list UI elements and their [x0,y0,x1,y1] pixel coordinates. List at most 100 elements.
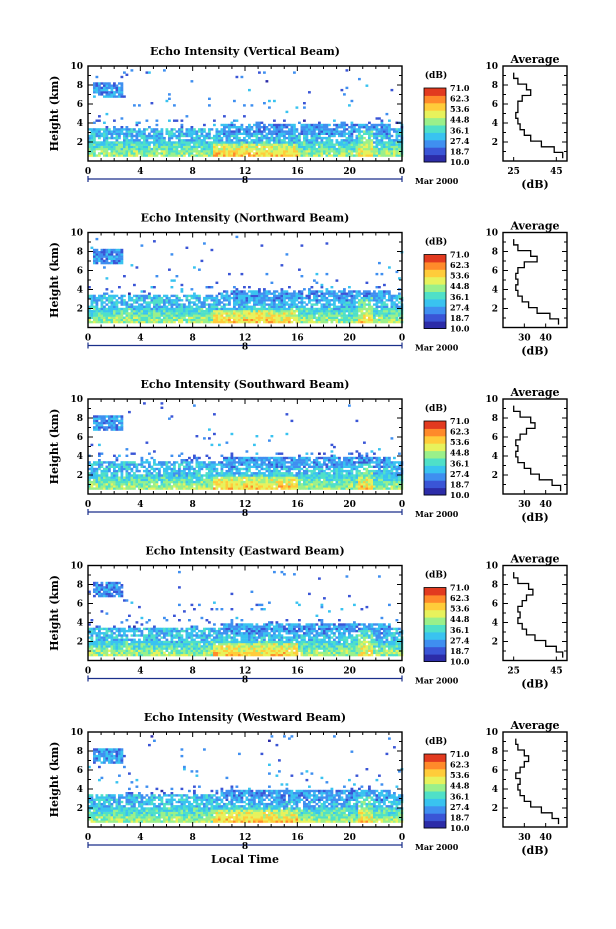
heatmap-cell [98,459,101,462]
heatmap-cell [303,485,306,488]
heatmap-cell [383,283,386,287]
heatmap-cell [345,299,349,302]
heatmap-cell [138,139,141,142]
heatmap-cell [125,310,129,313]
heatmap-cell [90,147,94,151]
heatmap-cell [213,487,216,490]
heatmap-cell [368,141,371,144]
heatmap-cell [198,299,201,302]
heatmap-cell [150,154,154,157]
heatmap-cell [143,320,146,324]
heatmap-cell [193,456,196,460]
heatmap-cell [240,476,244,479]
heatmap-cell [210,320,214,324]
heatmap-cell [295,472,299,475]
heatmap-cell [243,476,246,479]
heatmap-cell [240,152,244,155]
heatmap-cell [228,316,231,319]
heatmap-cell [178,472,181,475]
heatmap-cell [215,474,219,477]
heatmap-cell [298,301,301,304]
heatmap-cell [378,154,381,157]
heatmap-cell [205,150,209,153]
heatmap-cell [378,286,381,289]
heatmap-cell [170,301,174,304]
heatmap-cell [240,314,244,317]
heatmap-cell [125,485,129,488]
heatmap-cell [178,310,181,313]
heatmap-cell [220,307,224,311]
heatmap-cell [305,126,309,129]
heatmap-cell [313,476,316,479]
heatmap-cell [98,82,101,85]
heatmap-cell [210,483,214,486]
heatmap-cell [190,145,194,149]
heatmap-cell [200,316,204,319]
heatmap-cell [330,318,334,322]
heatmap-cell [103,483,106,486]
x-tick-label: 16 [291,334,304,344]
heatmap-cell [335,314,339,317]
heatmap-cell [93,310,96,313]
heatmap-cell [123,487,126,490]
heatmap-cell [385,310,389,313]
heatmap-cell [388,150,391,153]
heatmap-cell [330,128,334,131]
heatmap-cell [343,318,346,322]
heatmap-cell [233,314,236,317]
heatmap-cell [288,303,291,306]
heatmap-cell [108,154,111,157]
heatmap-cell [288,154,291,157]
heatmap-cell [238,143,241,146]
heatmap-cell [185,312,189,315]
heatmap-cell [118,465,121,468]
heatmap-cell [330,147,334,151]
heatmap-cell [233,474,236,477]
heatmap-cell [178,474,181,477]
heatmap-cell [275,134,279,138]
heatmap-cell [380,307,384,311]
heatmap-cell [115,84,119,87]
heatmap-cell [203,123,206,127]
heatmap-cell [173,279,176,282]
heatmap-cell [268,320,271,324]
heatmap-cell [335,154,339,157]
heatmap-cell [135,301,139,304]
heatmap-cell [145,467,149,471]
heatmap-cell [333,303,336,306]
heatmap-cell [93,299,96,302]
colorbar-label: 71.0 [450,250,470,260]
heatmap-cell [188,485,191,488]
heatmap-cell [313,126,316,129]
heatmap-cell [163,461,166,464]
heatmap-cell [265,307,269,311]
heatmap-cell [198,316,201,319]
heatmap-cell [300,478,304,482]
heatmap-cell [240,472,244,475]
heatmap-cell [195,469,199,473]
heatmap-cell [170,467,174,471]
heatmap-cell [385,314,389,317]
heatmap-cell [345,294,349,298]
heatmap-cell [165,465,169,468]
heatmap-cell [390,147,394,151]
heatmap-cell [263,461,266,464]
heatmap-cell [103,314,106,317]
heatmap-cell [275,483,279,486]
heatmap-cell [185,314,189,317]
heatmap-cell [275,143,279,146]
heatmap-cell [133,283,136,287]
heatmap-cell [115,312,119,315]
heatmap-cell [185,246,189,249]
heatmap-cell [305,459,309,462]
heatmap-cell [388,314,391,317]
heatmap-cell [248,478,251,482]
heatmap-cell [260,305,264,308]
heatmap-cell [208,145,211,149]
heatmap-cell [160,296,164,300]
heatmap-cell [148,474,151,477]
heatmap-cell [100,474,104,477]
heatmap-cell [185,130,189,133]
heatmap-cell [198,141,201,144]
heatmap-cell [195,435,199,438]
